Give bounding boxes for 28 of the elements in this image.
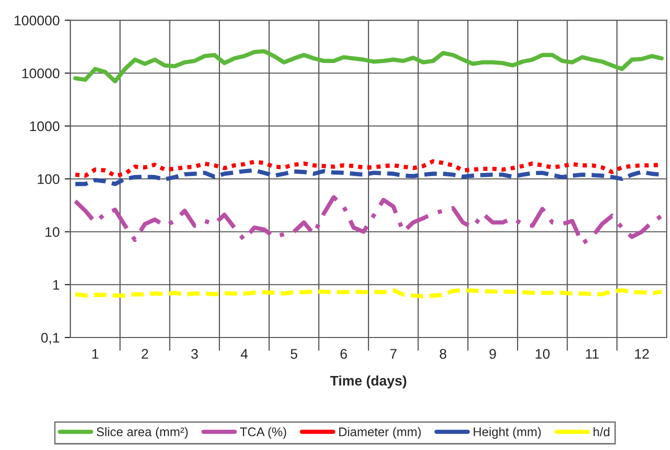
x-tick-label: 3 <box>191 348 198 359</box>
legend-label: h/d <box>594 427 610 436</box>
legend-label: Height (mm) <box>474 427 541 439</box>
x-tick-label: 8 <box>440 348 446 359</box>
legend-label: TCA (%) <box>240 427 286 439</box>
x-tick-label: 1 <box>92 349 98 359</box>
y-tick-label: 100 <box>38 174 60 184</box>
x-tick-label: 12 <box>635 348 649 359</box>
line-series <box>73 195 664 246</box>
y-tick-label: 100000 <box>14 16 60 26</box>
x-tick-label: 2 <box>142 348 148 359</box>
line-series <box>73 49 664 84</box>
line-series <box>73 288 664 298</box>
legend-label: Slice area (mm²) <box>96 427 188 439</box>
x-tick-label: 7 <box>390 349 397 359</box>
y-tick-label: 10 <box>46 227 60 237</box>
x-axis-title: Time (days) <box>330 375 406 388</box>
x-tick-label: 9 <box>490 348 496 359</box>
y-tick-label: 1 <box>53 280 60 290</box>
x-tick-label: 4 <box>240 349 248 359</box>
x-tick-label: 11 <box>586 349 599 359</box>
y-tick-label: 10000 <box>22 68 60 78</box>
x-tick-label: 10 <box>536 348 550 359</box>
x-tick-label: 5 <box>290 349 298 359</box>
y-tick-label: 0,1 <box>41 332 60 344</box>
y-tick-label: 1000 <box>30 121 60 132</box>
legend-label: Diameter (mm) <box>339 427 421 439</box>
x-tick-label: 6 <box>340 348 347 359</box>
